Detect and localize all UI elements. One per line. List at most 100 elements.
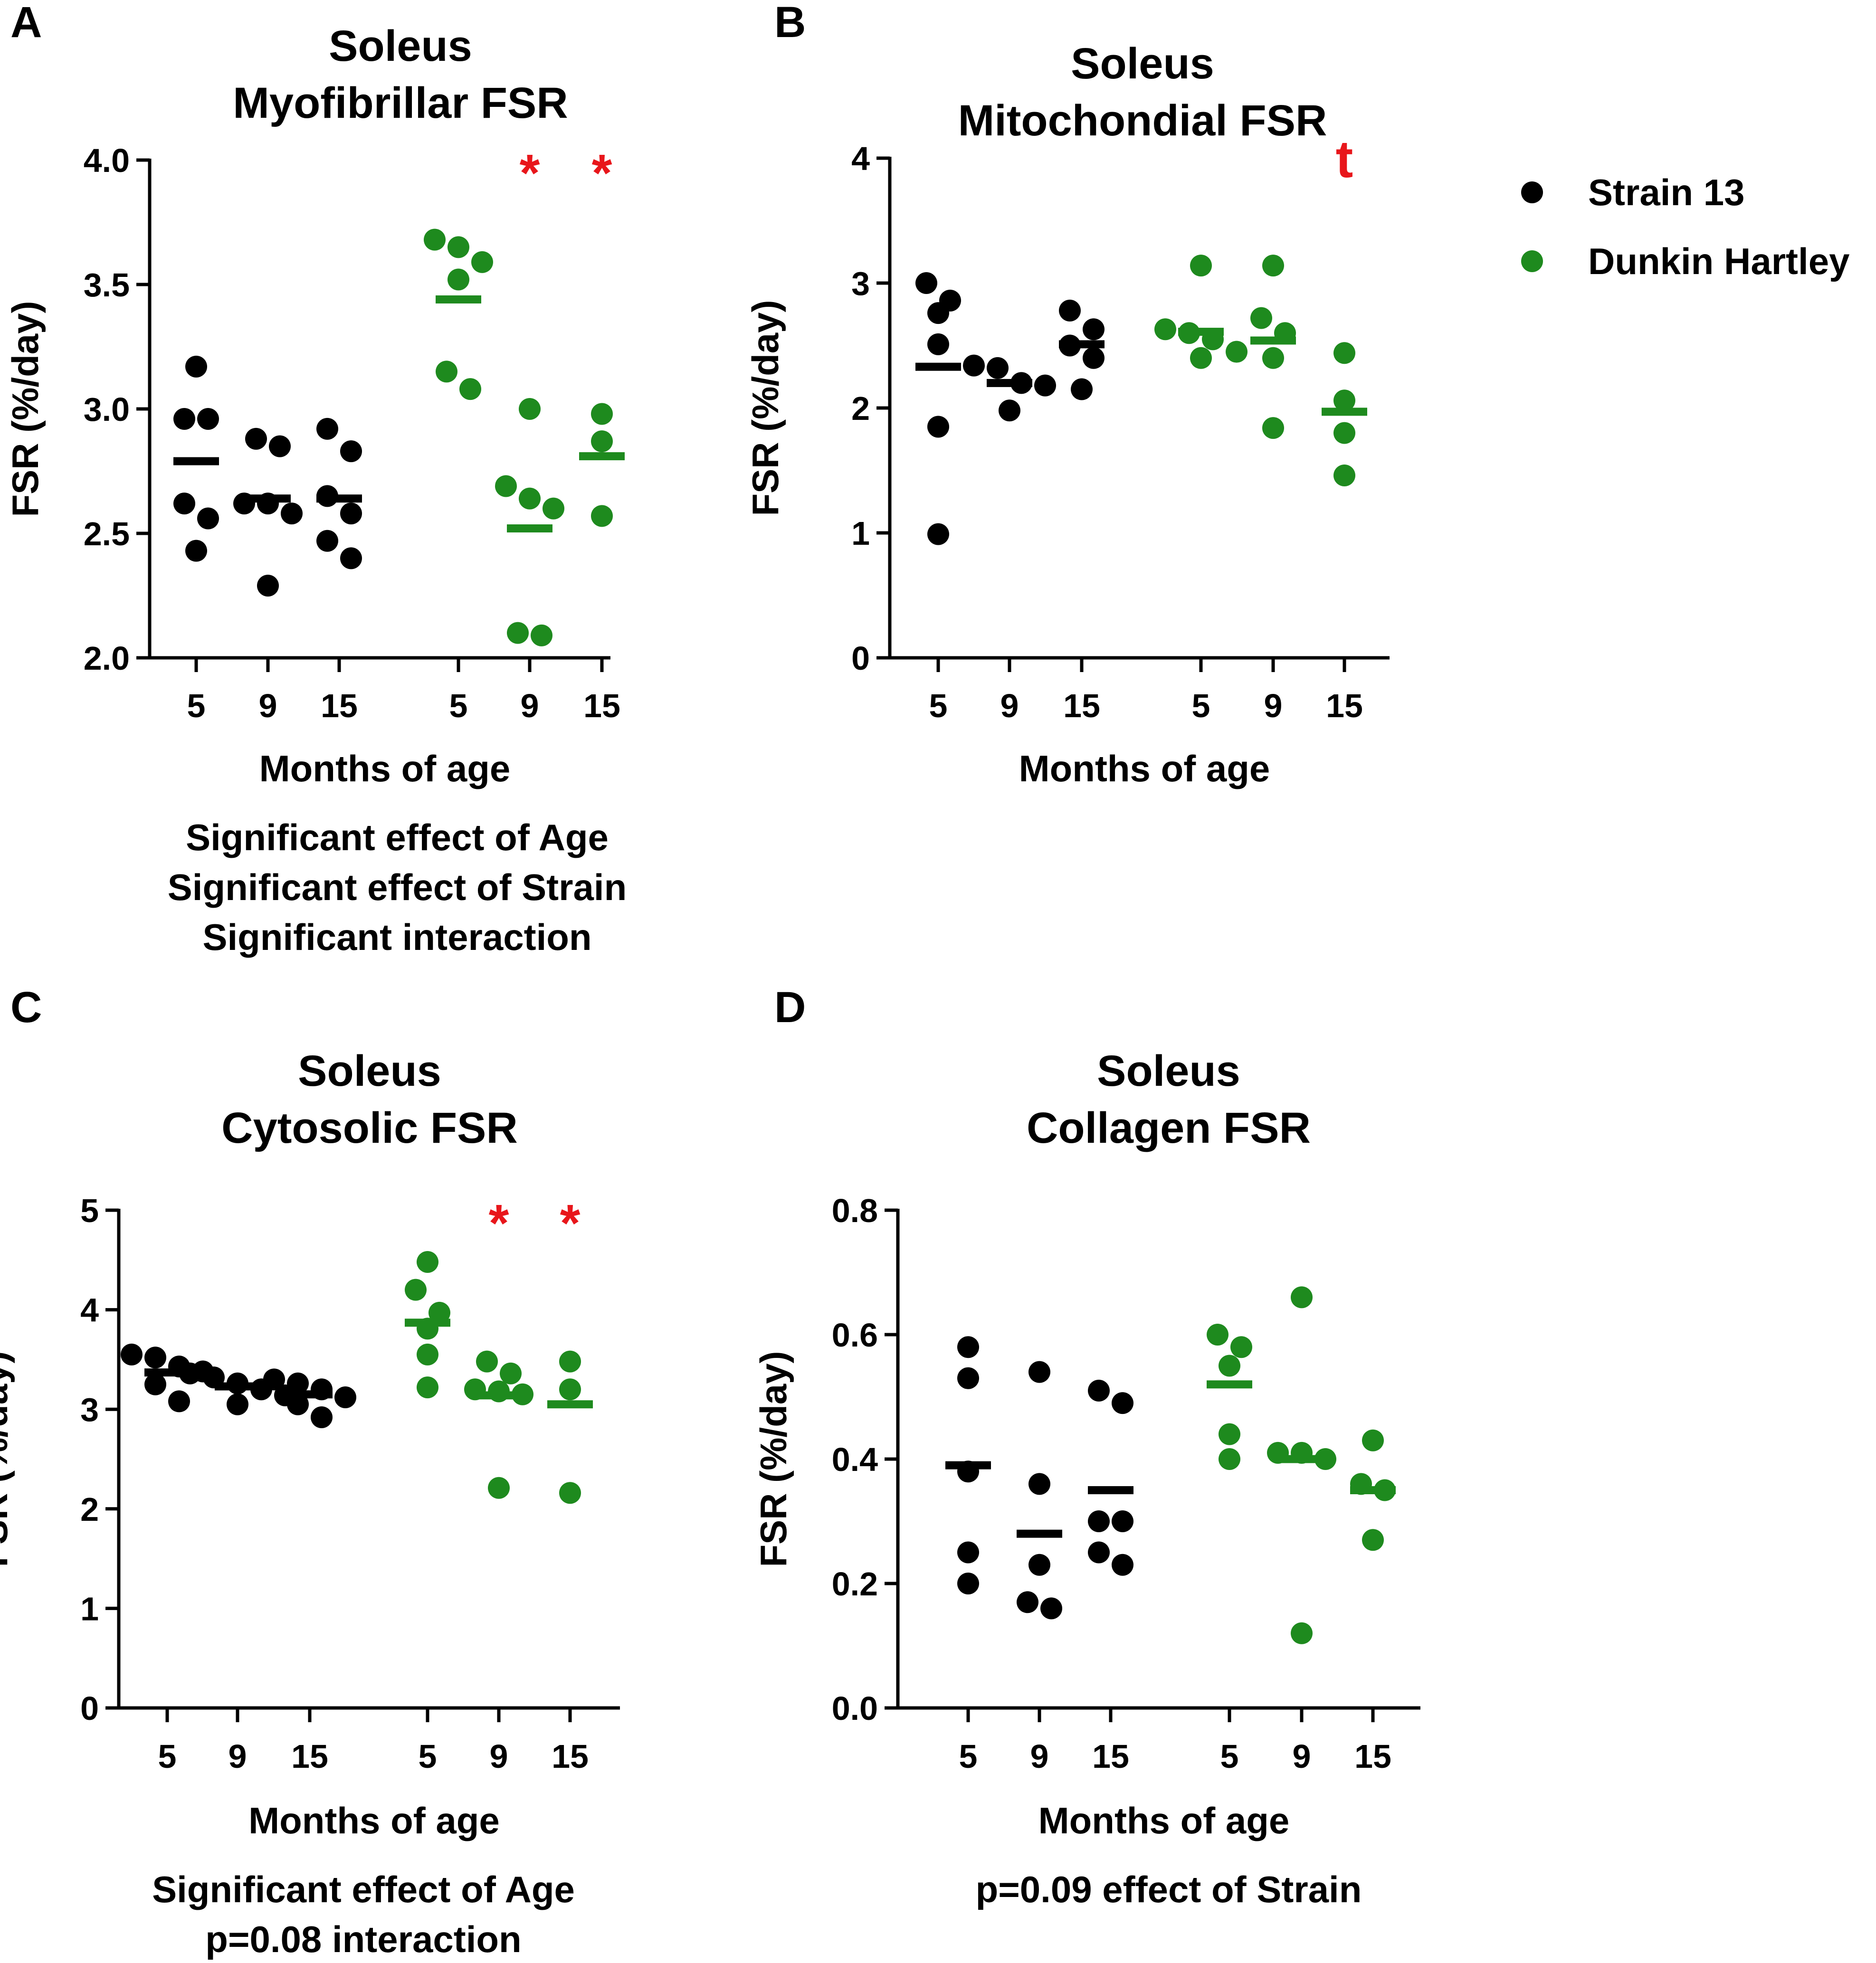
data-point	[417, 1376, 438, 1399]
data-point	[197, 408, 219, 430]
data-point	[512, 1383, 533, 1405]
data-point	[459, 378, 481, 400]
significance-marker: *	[489, 1194, 509, 1252]
data-point	[476, 1350, 498, 1373]
y-tick-label: 4	[851, 140, 870, 177]
data-point	[227, 1393, 248, 1415]
y-tick-label: 0.8	[832, 1192, 878, 1229]
mean-bar	[316, 494, 362, 503]
data-point	[999, 399, 1020, 422]
x-tick-label: 9	[490, 1738, 508, 1775]
data-point	[1059, 299, 1081, 322]
x-tick-label: 15	[1092, 1738, 1129, 1775]
mean-bar	[245, 494, 291, 503]
mean-bar	[1207, 1380, 1252, 1389]
data-point	[316, 417, 338, 440]
data-point	[495, 475, 517, 497]
data-point	[340, 503, 362, 525]
chart-panel-a: A Soleus Myofibrillar FSR 2.0 2.5 3.0 3.5 4.0 FS…	[4, 0, 627, 958]
data-point	[417, 1251, 438, 1273]
data-point	[448, 236, 469, 258]
mean-bar	[507, 524, 552, 533]
legend-label: Dunkin Hartley	[1588, 240, 1849, 282]
y-tick-label: 3.0	[84, 391, 130, 428]
data-point	[957, 1573, 979, 1594]
mean-bar	[173, 457, 219, 465]
y-tick-label: 4	[80, 1292, 99, 1329]
data-point	[488, 1477, 510, 1499]
data-point	[1088, 1541, 1110, 1564]
data-point	[1154, 318, 1176, 341]
legend: Strain 13 Dunkin Hartley	[1521, 171, 1849, 282]
data-point	[1219, 1423, 1240, 1445]
data-point	[1333, 465, 1355, 487]
data-point	[957, 1541, 979, 1564]
data-point	[591, 505, 613, 527]
mean-bar	[1088, 1486, 1133, 1494]
y-tick-label: 0	[851, 640, 870, 677]
y-tick-label: 4.0	[84, 142, 130, 179]
data-point	[281, 503, 303, 525]
stat-note: Significant interaction	[202, 916, 591, 958]
chart-panel-d: D Soleus Collagen FSR 0.0 0.2 0.4 0.6 0.8 FSR (%…	[752, 983, 1420, 1910]
data-point	[245, 427, 267, 450]
stat-note: Significant effect of Age	[152, 1868, 575, 1910]
mean-bar	[1017, 1529, 1062, 1538]
data-point	[531, 624, 552, 646]
stat-note: Significant effect of Age	[186, 816, 609, 858]
data-point	[1333, 422, 1355, 444]
significance-marker: *	[560, 1194, 581, 1252]
chart-title-line: Collagen FSR	[1027, 1104, 1311, 1152]
data-point	[269, 435, 291, 457]
x-tick-label: 5	[419, 1738, 437, 1775]
y-tick-label: 5	[80, 1192, 99, 1229]
y-axis-label: FSR (%/day)	[744, 300, 786, 516]
data-point	[963, 354, 985, 377]
mean-bar	[1059, 340, 1105, 349]
panel-letter: C	[10, 983, 42, 1032]
mean-bar	[287, 1390, 333, 1399]
data-point	[1071, 378, 1093, 400]
data-point	[185, 540, 207, 562]
x-tick-label: 9	[1000, 687, 1019, 724]
x-tick-label: 9	[259, 687, 277, 724]
chart-title-line: Soleus	[1097, 1047, 1240, 1095]
data-point	[316, 530, 338, 552]
data-point	[1250, 307, 1272, 329]
mean-bar	[144, 1368, 190, 1377]
panel-letter: A	[10, 0, 42, 47]
data-point	[263, 1368, 285, 1391]
data-point	[417, 1343, 438, 1366]
y-tick-label: 0.0	[832, 1690, 878, 1727]
data-point	[1034, 374, 1056, 397]
significance-marker: *	[592, 144, 612, 202]
data-point	[519, 487, 541, 510]
mean-bar	[215, 1382, 260, 1391]
y-tick-label: 2.0	[84, 640, 130, 677]
data-point	[1291, 1286, 1313, 1309]
chart-panel-c: C Soleus Cytosolic FSR 0 1 2 3 4 5 FSR (%/day) 5 9 1…	[0, 983, 620, 1960]
x-tick-label: 9	[521, 687, 539, 724]
data-point	[927, 333, 949, 355]
data-point	[1112, 1392, 1133, 1414]
data-point	[197, 507, 219, 530]
x-axis-label: Months of age	[1038, 1800, 1290, 1841]
data-point	[927, 523, 949, 545]
x-tick-label: 5	[1192, 687, 1210, 724]
data-point	[1190, 255, 1212, 277]
data-point	[591, 403, 613, 425]
data-point	[1262, 417, 1284, 439]
legend-swatch	[1521, 250, 1543, 272]
data-point	[1190, 347, 1212, 369]
data-point	[1028, 1473, 1050, 1495]
data-point	[927, 416, 949, 438]
data-point	[448, 268, 469, 291]
data-point	[1028, 1554, 1050, 1576]
data-point	[1088, 1379, 1110, 1402]
mean-bar	[1322, 408, 1367, 416]
y-axis-label: FSR (%/day)	[752, 1351, 794, 1567]
x-tick-label: 15	[583, 687, 620, 724]
stat-note: Significant effect of Strain	[168, 866, 627, 908]
x-tick-label: 15	[321, 687, 358, 724]
